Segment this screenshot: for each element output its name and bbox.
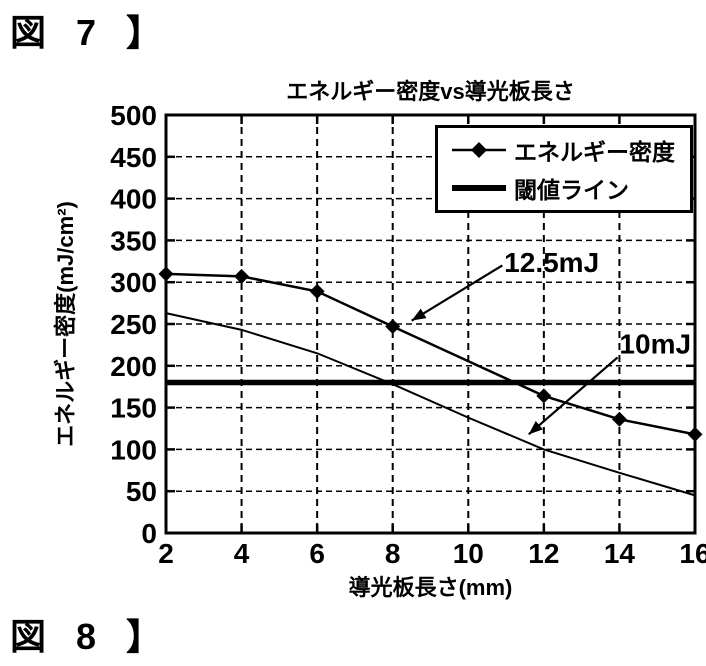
legend-item-energy-density: エネルギー密度 <box>452 133 690 167</box>
y-tick-label: 150 <box>110 393 157 424</box>
series-line-energy-density <box>165 272 696 436</box>
legend-item-threshold: 閾値ライン <box>452 171 690 205</box>
x-tick-label: 6 <box>309 538 325 569</box>
annotation-arrow-line <box>528 356 619 436</box>
diamond-marker <box>234 268 250 284</box>
diamond-marker <box>309 283 325 299</box>
annotation-arrow-line <box>411 264 503 322</box>
x-tick-label: 14 <box>604 538 636 569</box>
y-tick-label: 100 <box>110 434 157 465</box>
legend: エネルギー密度 閾値ライン <box>435 125 693 213</box>
y-tick-label: 300 <box>110 267 157 298</box>
x-tick-label: 2 <box>158 538 174 569</box>
y-tick-label: 250 <box>110 309 157 340</box>
x-tick-label: 4 <box>234 538 250 569</box>
threshold-line-sample-icon <box>452 185 506 192</box>
annotation-arrowhead <box>528 421 543 435</box>
y-tick-label: 200 <box>110 351 157 382</box>
series-line-10mJ <box>165 312 696 497</box>
diamond-marker <box>385 319 401 335</box>
x-tick-label: 12 <box>528 538 559 569</box>
annotation-text: 10mJ <box>619 328 691 359</box>
figure-8-caption: 図 8 】 <box>10 616 173 657</box>
annotation-arrowhead <box>411 308 427 321</box>
y-tick-label: 350 <box>110 225 157 256</box>
legend-label-threshold: 閾値ライン <box>514 177 629 204</box>
y-tick-label: 450 <box>110 142 157 173</box>
diamond-marker <box>536 388 552 404</box>
annotation-text: 12.5mJ <box>504 247 599 278</box>
legend-label-energy-density: エネルギー密度 <box>514 138 675 165</box>
figure-7-caption: 図 7 】 <box>10 12 173 53</box>
x-tick-label: 8 <box>385 538 401 569</box>
chart-title: エネルギー密度vs導光板長さ <box>286 79 575 104</box>
energy-density-line-sample-icon <box>452 141 506 158</box>
x-tick-label: 10 <box>453 538 484 569</box>
y-tick-label: 50 <box>126 476 157 507</box>
x-axis-title: 導光板長さ(mm) <box>348 575 513 600</box>
y-tick-label: 500 <box>110 100 157 131</box>
x-tick-label: 16 <box>679 538 706 569</box>
diamond-marker <box>611 411 627 427</box>
y-tick-label: 400 <box>110 184 157 215</box>
y-tick-label: 0 <box>141 518 157 549</box>
